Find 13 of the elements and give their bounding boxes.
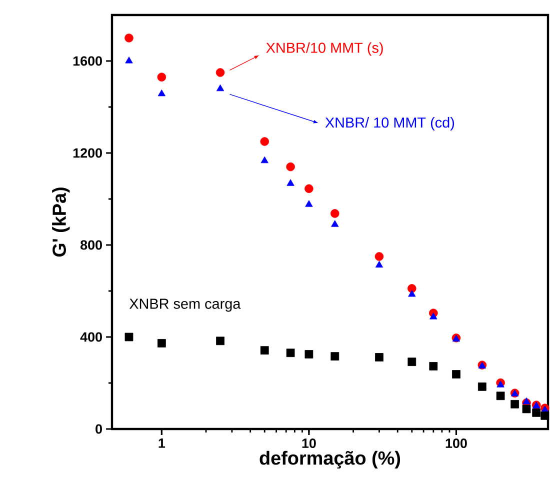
series-label: XNBR sem carga	[129, 298, 241, 312]
y-tick-label: 0	[96, 424, 102, 434]
y-tick-label: 800	[80, 240, 102, 250]
y-tick-label: 400	[80, 332, 102, 342]
x-tick-label: 1	[158, 438, 166, 448]
x-axis-title: deformação (%)	[260, 450, 400, 469]
x-tick-label: 100	[446, 438, 467, 448]
legend-label: XNBR/10 MMT (s)	[266, 42, 383, 56]
legend-label: XNBR/ 10 MMT (cd)	[325, 117, 454, 131]
x-tick-label: 10	[302, 438, 316, 448]
y-axis-title: G' (kPa)	[52, 188, 70, 257]
y-tick-label: 1200	[73, 148, 102, 158]
y-tick-label: 1600	[73, 56, 102, 66]
